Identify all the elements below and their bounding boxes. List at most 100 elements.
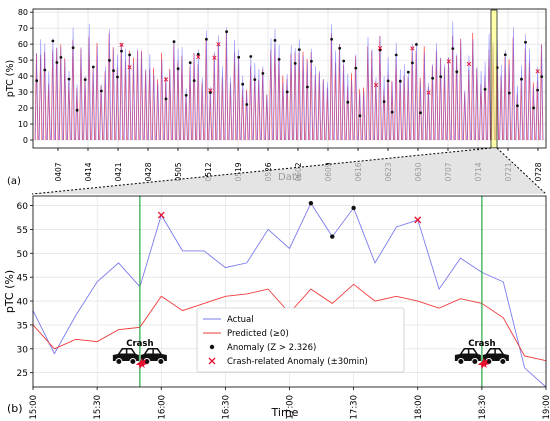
crash-anomaly-point-a — [535, 69, 540, 74]
anomaly-point-a — [524, 40, 527, 44]
anomaly-point-a — [354, 66, 358, 70]
car-window — [461, 349, 476, 354]
anomaly-point-a — [67, 77, 71, 81]
car-icon — [454, 348, 481, 365]
anomaly-point-a — [540, 75, 544, 78]
anomaly-point-a — [483, 87, 487, 91]
actual-series-line — [32, 202, 547, 388]
anomaly-point-a — [245, 103, 249, 106]
anomaly-point-a — [520, 77, 523, 81]
crash-anomaly-point — [414, 216, 422, 224]
car-body — [482, 348, 509, 361]
crash-anomaly-point-a — [410, 46, 415, 51]
anomaly-point-a — [415, 43, 418, 46]
anomaly-point — [330, 234, 335, 239]
car-window — [145, 349, 160, 354]
x-tick-label: 16:30 — [221, 395, 231, 420]
anomaly-point-a — [71, 46, 75, 50]
x-tick-label: 17:00 — [286, 395, 296, 420]
y-tick-label: 30 — [17, 345, 29, 355]
anomaly-point-a — [439, 75, 443, 78]
anomaly-point-a — [176, 67, 180, 71]
y-tick-label: 70 — [18, 24, 28, 33]
x-axis-label-b: Time — [271, 406, 299, 419]
y-tick-label: 80 — [18, 8, 28, 17]
legend-crash-anomaly-swatch — [208, 357, 216, 365]
anomaly-point-a — [390, 110, 394, 114]
car-wheel — [471, 358, 479, 365]
anomaly-point-a — [277, 58, 281, 61]
car-wheel — [457, 358, 465, 365]
x-tick-label: 0421 — [114, 162, 123, 181]
anomaly-point-a — [253, 78, 257, 81]
anomaly-point-a — [108, 59, 111, 62]
x-tick-label: 18:30 — [478, 395, 488, 420]
x-tick-label: 0414 — [84, 162, 93, 181]
anomaly-point-a — [55, 61, 59, 64]
y-tick-label: 50 — [18, 56, 28, 65]
x-tick-label: 0407 — [54, 162, 63, 181]
axes-frame-a — [32, 8, 547, 149]
anomaly-point-a — [261, 72, 265, 75]
anomaly-point-a — [83, 78, 87, 81]
anomaly-point-a — [293, 62, 297, 65]
crash-anomaly-point-a — [212, 55, 217, 60]
anomaly-point-a — [310, 59, 313, 63]
y-tick-label: 20 — [18, 104, 28, 113]
x-tick-label: 19:00 — [542, 395, 550, 420]
anomaly-point-a — [75, 108, 79, 112]
crash-anomaly-point — [157, 211, 165, 219]
anomaly-point-a — [285, 90, 289, 94]
zoom-line-right — [496, 147, 547, 195]
zoom-connector — [31, 147, 547, 195]
anomaly-point-a — [35, 79, 39, 83]
y-tick-label: 0 — [23, 136, 28, 145]
crash-anomaly-point-a — [373, 83, 379, 88]
anomaly-point-a — [51, 39, 55, 43]
crash-anomaly-point-a — [119, 42, 124, 47]
car-body — [140, 348, 167, 361]
x-tick-label: 18:00 — [414, 395, 424, 420]
car-wheel — [499, 358, 507, 365]
actual-series-a — [35, 21, 544, 141]
anomaly-point-a — [172, 40, 176, 44]
y-axis-label-b: pTC (%) — [3, 270, 16, 313]
legend-predicted-label: Predicted (≥0) — [227, 329, 289, 339]
anomaly-point-a — [411, 61, 414, 65]
crash-icon: Crash — [112, 339, 167, 369]
anomaly-point-a — [188, 61, 192, 65]
anomaly-point-a — [120, 49, 123, 53]
anomaly-point-a — [386, 79, 390, 83]
anomaly-point-a — [536, 88, 539, 92]
crash-anomaly-point-a — [377, 46, 383, 51]
anomaly-point-a — [273, 39, 277, 42]
anomaly-point-a — [184, 93, 188, 97]
axes-frame-b — [32, 195, 547, 388]
anomaly-point-a — [503, 53, 507, 57]
legend-box — [196, 307, 405, 373]
crash-anomaly-point-a — [446, 59, 451, 64]
y-tick-label: 40 — [18, 72, 28, 81]
anomaly-point-a — [532, 106, 535, 110]
x-tick-label: 16:00 — [157, 395, 167, 420]
anomaly-point-a — [241, 82, 245, 86]
crash-label: Crash — [468, 339, 495, 349]
panel-b: 25 30 35 40 45 50 55 60 15:00 15:30 16:00 16:30 17:0… — [3, 195, 550, 420]
anomaly-point-a — [196, 52, 200, 56]
anomaly-point-a — [59, 56, 63, 59]
anomaly-point-a — [406, 70, 410, 74]
car-wheel — [115, 358, 123, 365]
anomaly-point-a — [419, 111, 422, 115]
anomaly-point-a — [297, 48, 301, 51]
anomaly-point-a — [91, 65, 95, 69]
y-tick-label: 30 — [18, 88, 28, 97]
anomaly-point-a — [128, 53, 132, 57]
car-window — [119, 349, 134, 354]
y-tick-label: 60 — [18, 40, 28, 49]
anomaly-point — [308, 200, 314, 206]
anomaly-point-a — [394, 53, 398, 57]
car-icon — [112, 348, 139, 365]
crash-label: Crash — [126, 339, 153, 349]
car-wheel — [157, 358, 165, 365]
